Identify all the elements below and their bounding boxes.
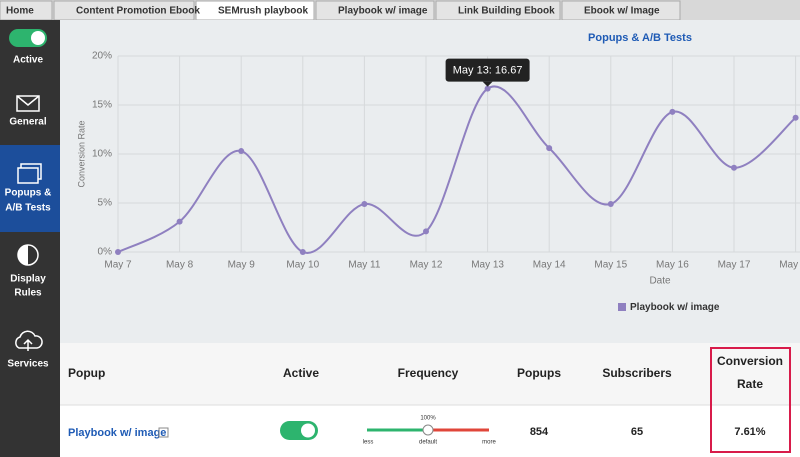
chart-panel bbox=[60, 20, 800, 343]
slider-label: 100% bbox=[420, 416, 436, 422]
slider-label: less bbox=[363, 440, 374, 446]
x-tick-label: May 7 bbox=[104, 260, 132, 271]
point bbox=[361, 200, 368, 207]
legend-swatch bbox=[618, 303, 626, 311]
tab-label: Link Building Ebook bbox=[458, 6, 555, 17]
icon bbox=[16, 95, 40, 112]
tabs: Home Content Promotion Ebook SEMrush pla… bbox=[0, 0, 681, 21]
y-tick-label: 0% bbox=[98, 247, 113, 258]
toggle-knob bbox=[31, 31, 45, 45]
x-tick-label: May 8 bbox=[166, 260, 194, 271]
slider-label: more bbox=[482, 440, 496, 446]
icon bbox=[18, 245, 28, 265]
x-tick-label: May 16 bbox=[656, 260, 689, 271]
icon bbox=[20, 163, 42, 180]
x-tick-label: May 18 bbox=[779, 260, 800, 271]
x-tick-label: May 17 bbox=[718, 260, 751, 271]
y-tick-label: 20% bbox=[92, 51, 112, 62]
point bbox=[423, 228, 429, 235]
x-tick-label: May 10 bbox=[286, 260, 319, 271]
sidebar-label[interactable]: General bbox=[9, 117, 46, 128]
x-tick-label: May 15 bbox=[594, 260, 627, 271]
point bbox=[792, 114, 799, 121]
tab-label: Home bbox=[6, 6, 34, 17]
y-tick-label: 10% bbox=[92, 149, 112, 160]
point bbox=[731, 164, 737, 171]
sidebar-active bbox=[0, 145, 60, 232]
x-tick-label: May 12 bbox=[410, 260, 443, 271]
highlight-box bbox=[710, 347, 791, 453]
x-tick-label: May 9 bbox=[228, 260, 256, 271]
icon bbox=[15, 330, 43, 349]
cell: 854 bbox=[530, 426, 549, 438]
column-header: Frequency bbox=[398, 366, 459, 380]
edit-icon[interactable] bbox=[158, 427, 169, 438]
point bbox=[176, 218, 183, 225]
x-axis-label: Date bbox=[649, 276, 671, 287]
tooltip-arrow bbox=[482, 81, 493, 87]
cell: 7.61% bbox=[734, 426, 765, 438]
popup-link[interactable]: Playbook w/ image bbox=[68, 427, 166, 439]
icon bbox=[23, 338, 33, 351]
point bbox=[484, 85, 491, 92]
chart-title: Popups & A/B Tests bbox=[588, 32, 692, 44]
point bbox=[115, 249, 121, 255]
point bbox=[546, 145, 553, 152]
tab-label: Content Promotion Ebook bbox=[76, 6, 200, 17]
column-header: Rate bbox=[737, 377, 763, 391]
column-header: Conversion bbox=[717, 354, 783, 368]
slider-knob[interactable] bbox=[422, 424, 434, 436]
column-header: Popups bbox=[517, 366, 561, 380]
sidebar-label[interactable]: Rules bbox=[14, 288, 42, 299]
column-header: Active bbox=[283, 366, 319, 380]
tab-label: SEMrush playbook bbox=[218, 6, 308, 17]
point bbox=[238, 148, 245, 155]
tooltip bbox=[445, 58, 530, 82]
sidebar-label[interactable]: Display bbox=[10, 274, 46, 285]
sidebar-label[interactable]: Popups & bbox=[5, 188, 52, 199]
toggle-knob bbox=[301, 423, 315, 438]
cell: 65 bbox=[631, 426, 643, 438]
x-tick-label: May 13 bbox=[471, 260, 504, 271]
point bbox=[669, 108, 676, 115]
column-header: Subscribers bbox=[602, 366, 672, 380]
icon bbox=[16, 95, 40, 106]
plot: 0% 5% 10% 15% 20% May 7 May 8 May 9 May 10 May 11… bbox=[92, 51, 800, 313]
slider-label: default bbox=[419, 440, 437, 446]
table-header bbox=[60, 343, 800, 405]
y-axis-label: Conversion Rate bbox=[76, 120, 86, 187]
icon bbox=[17, 167, 39, 184]
x-tick-label: May 11 bbox=[348, 260, 380, 271]
tab-label: Ebook w/ Image bbox=[584, 6, 660, 17]
sidebar-label[interactable]: A/B Tests bbox=[5, 203, 51, 214]
sidebar-label[interactable]: Active bbox=[13, 55, 43, 66]
tab-label: Playbook w/ image bbox=[338, 6, 428, 17]
sidebar bbox=[0, 20, 60, 457]
point bbox=[607, 200, 614, 207]
sidebar-label[interactable]: Services bbox=[7, 359, 49, 370]
y-tick-label: 5% bbox=[98, 198, 113, 209]
tooltip-text: May 13: 16.67 bbox=[453, 65, 523, 77]
point bbox=[299, 249, 306, 255]
y-tick-label: 15% bbox=[92, 100, 112, 111]
legend-label: Playbook w/ image bbox=[630, 302, 720, 313]
x-tick-label: May 14 bbox=[533, 260, 566, 271]
column-header: Popup bbox=[68, 366, 105, 380]
